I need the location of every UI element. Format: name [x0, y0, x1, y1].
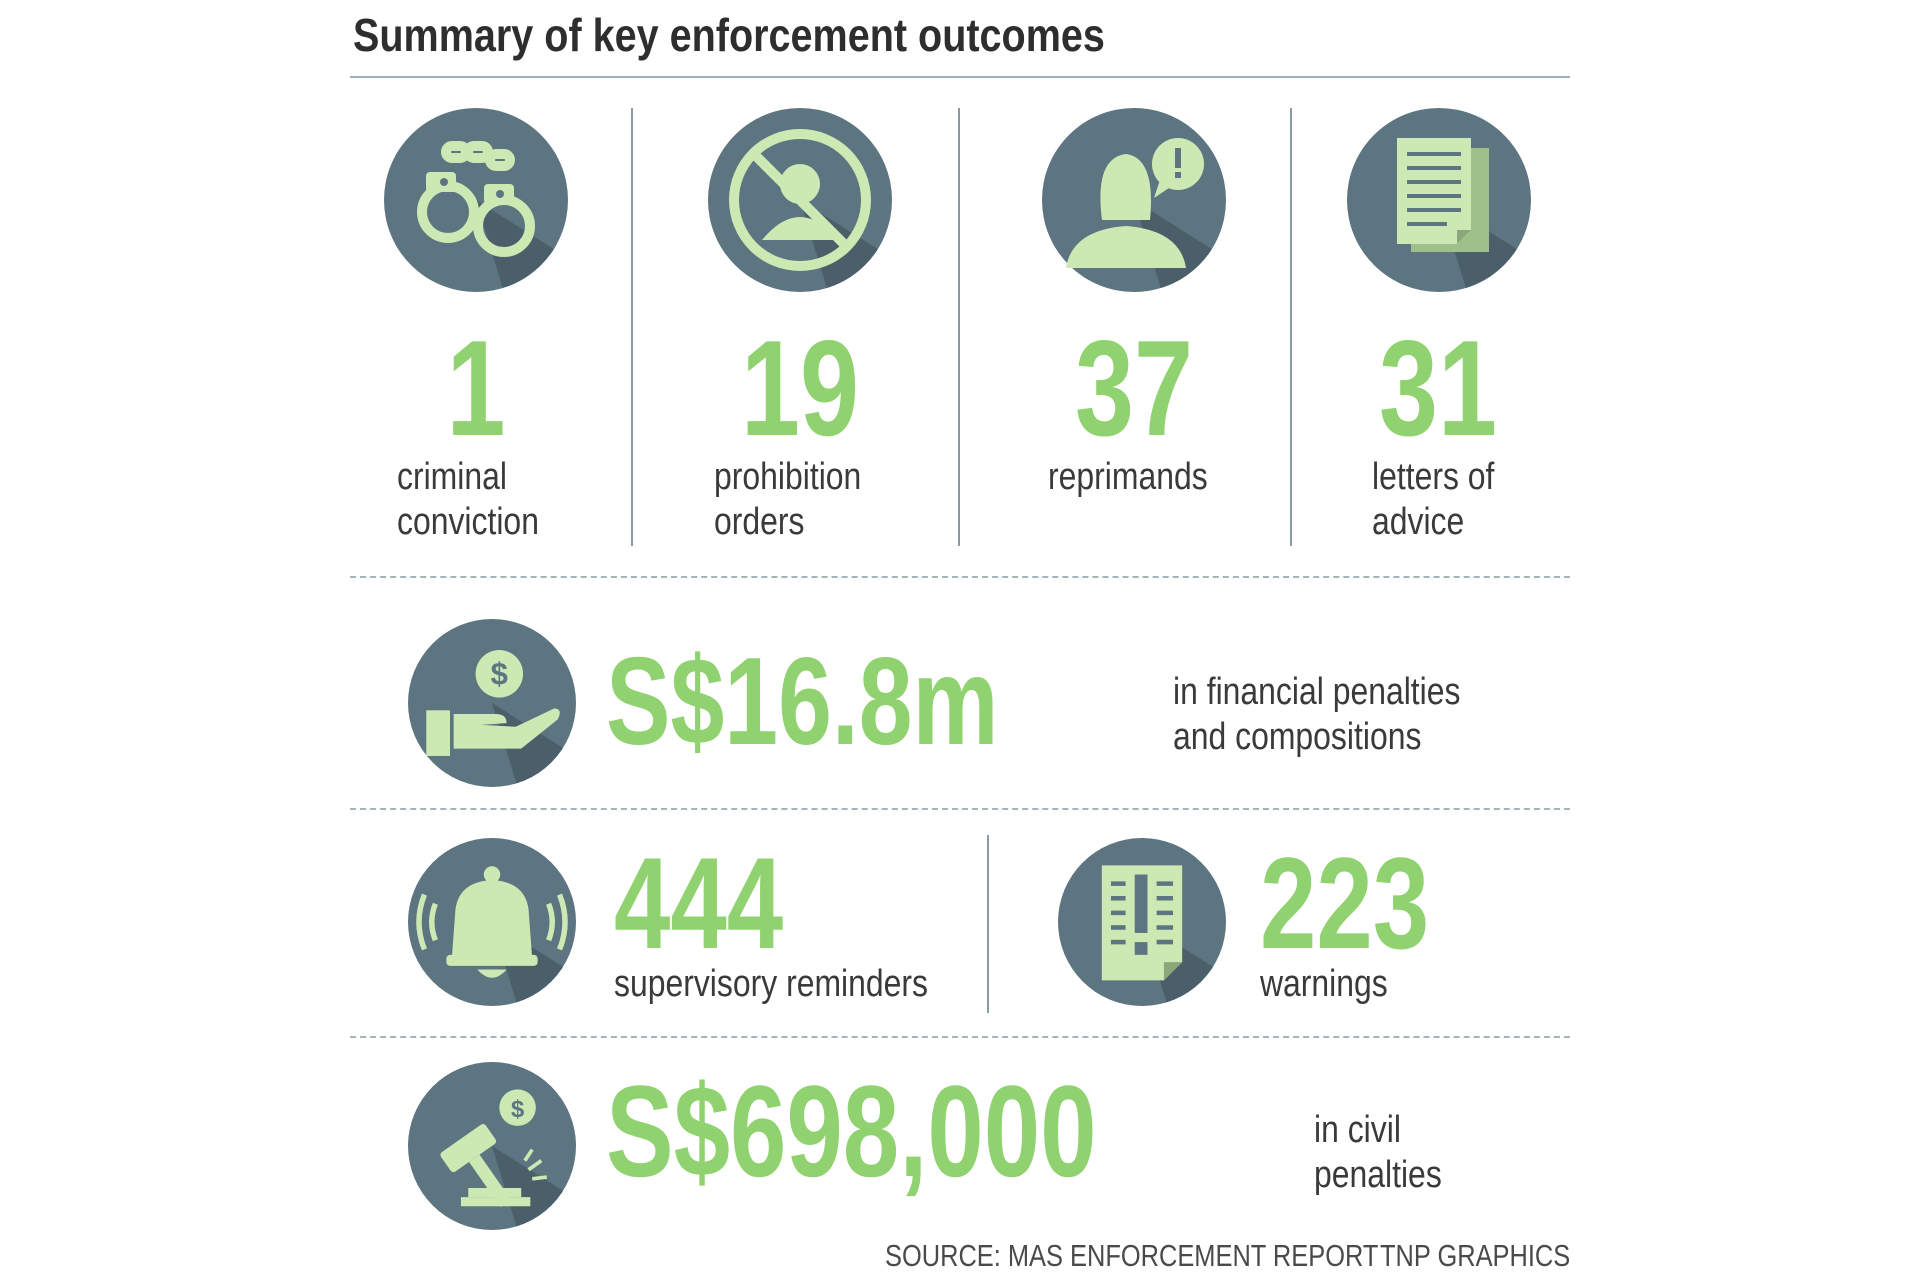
- bell-icon: [408, 838, 576, 1006]
- graphics-credit: TNP GRAPHICS: [1380, 1238, 1571, 1273]
- civil-penalties-label: in civil penalties: [1314, 1109, 1442, 1196]
- supervisory-reminders-count: 444: [614, 830, 784, 976]
- handcuffs-icon: [384, 108, 568, 292]
- documents-icon: [1347, 108, 1531, 292]
- supervisory-reminders-label: supervisory reminders: [614, 963, 928, 1005]
- source-credit: SOURCE: MAS ENFORCEMENT REPORT: [885, 1238, 1379, 1273]
- letters-of-advice-label: letters of advice: [1372, 456, 1495, 543]
- prohibited-person-icon: [708, 108, 892, 292]
- column-divider: [987, 835, 989, 1013]
- financial-penalties-label: in financial penalties and compositions: [1173, 671, 1461, 758]
- criminal-conviction-label: criminal conviction: [397, 456, 539, 543]
- criminal-conviction-count: 1: [446, 312, 506, 464]
- title-underline: [350, 76, 1570, 78]
- civil-penalties-amount: S$698,000: [606, 1058, 1097, 1204]
- prohibition-orders-label: prohibition orders: [714, 456, 862, 543]
- section-divider: [350, 808, 1570, 810]
- svg-text:$: $: [511, 1097, 524, 1123]
- warnings-count: 223: [1260, 830, 1430, 976]
- letters-of-advice-count: 31: [1379, 312, 1497, 464]
- reprimands-label: reprimands: [1048, 456, 1208, 498]
- column-divider: [631, 108, 633, 546]
- svg-text:$: $: [491, 657, 508, 692]
- infographic-title: Summary of key enforcement outcomes: [353, 9, 1105, 61]
- prohibition-orders-count: 19: [741, 312, 859, 464]
- column-divider: [958, 108, 960, 546]
- section-divider: [350, 1036, 1570, 1038]
- financial-penalties-amount: S$16.8m: [606, 633, 999, 771]
- reprimands-count: 37: [1075, 312, 1193, 464]
- person-exclamation-icon: [1042, 108, 1226, 292]
- warning-document-icon: [1058, 838, 1226, 1006]
- warnings-label: warnings: [1260, 963, 1388, 1005]
- hand-dollar-coin-icon: $: [408, 619, 576, 787]
- gavel-dollar-icon: $: [408, 1062, 576, 1230]
- column-divider: [1290, 108, 1292, 546]
- section-divider: [350, 576, 1570, 578]
